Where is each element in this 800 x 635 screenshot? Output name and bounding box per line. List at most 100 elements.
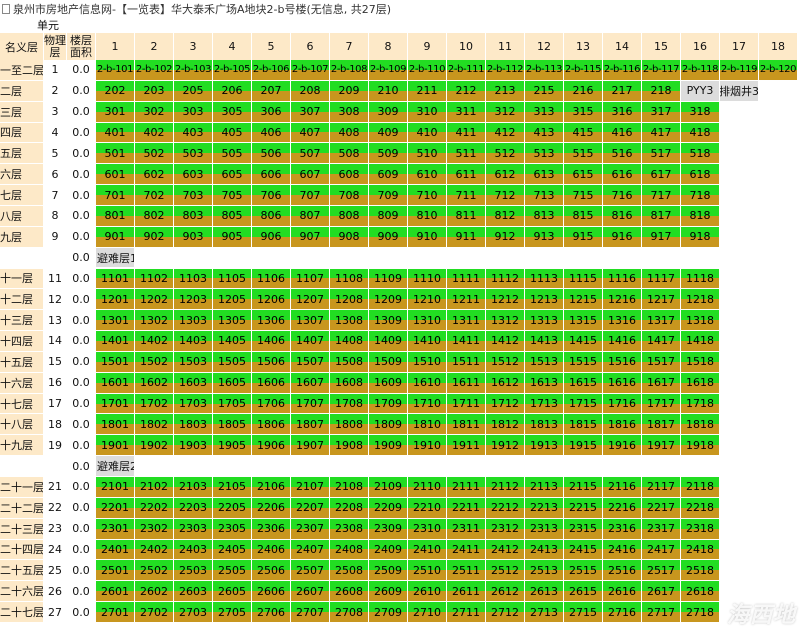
room-cell[interactable]: 1401 (96, 331, 134, 351)
room-cell[interactable]: 2208 (330, 497, 368, 518)
room-cell[interactable]: 2603 (174, 581, 212, 602)
room-cell[interactable]: 610 (408, 164, 446, 185)
room-cell[interactable]: 2716 (603, 602, 641, 622)
room-cell[interactable]: 1307 (291, 310, 329, 331)
room-cell[interactable]: 2111 (447, 477, 485, 497)
room-cell[interactable]: 2512 (486, 560, 524, 581)
room-cell[interactable]: 2115 (564, 477, 602, 497)
room-cell[interactable]: 1318 (681, 310, 719, 331)
room-cell[interactable]: 1713 (525, 393, 563, 414)
room-cell[interactable]: 406 (252, 122, 290, 143)
room-cell[interactable]: 1415 (564, 331, 602, 351)
room-cell[interactable]: 501 (96, 143, 134, 164)
room-cell[interactable]: 2503 (174, 560, 212, 581)
room-cell[interactable]: 1116 (603, 268, 641, 289)
room-cell[interactable]: 1702 (135, 393, 173, 414)
room-cell[interactable]: 1510 (408, 351, 446, 372)
room-cell[interactable]: 2105 (213, 477, 251, 497)
room-cell[interactable]: 1310 (408, 310, 446, 331)
room-cell[interactable]: 1903 (174, 435, 212, 456)
room-cell[interactable]: 202 (96, 80, 134, 101)
room-cell[interactable]: 1409 (369, 331, 407, 351)
room-cell[interactable]: 1203 (174, 289, 212, 310)
room-cell[interactable]: 2518 (681, 560, 719, 581)
room-cell[interactable]: 515 (564, 143, 602, 164)
room-cell[interactable]: 1315 (564, 310, 602, 331)
room-cell[interactable]: 1110 (408, 268, 446, 289)
room-cell[interactable]: 2102 (135, 477, 173, 497)
room-cell[interactable]: 2302 (135, 518, 173, 539)
room-cell[interactable]: 2517 (642, 560, 680, 581)
room-cell[interactable]: 506 (252, 143, 290, 164)
room-cell[interactable]: 2602 (135, 581, 173, 602)
room-cell[interactable]: 715 (564, 185, 602, 205)
room-cell[interactable]: 505 (213, 143, 251, 164)
room-cell[interactable]: 1105 (213, 268, 251, 289)
room-cell[interactable]: 317 (642, 101, 680, 122)
room-cell[interactable]: 1312 (486, 310, 524, 331)
room-cell[interactable]: 2710 (408, 602, 446, 622)
room-cell[interactable]: 2617 (642, 581, 680, 602)
room-cell[interactable]: 1610 (408, 372, 446, 393)
room-cell[interactable]: 316 (603, 101, 641, 122)
room-cell[interactable]: 2201 (96, 497, 134, 518)
room-cell[interactable]: 2207 (291, 497, 329, 518)
room-cell[interactable]: 1215 (564, 289, 602, 310)
room-cell[interactable]: 2703 (174, 602, 212, 622)
room-cell[interactable]: 2113 (525, 477, 563, 497)
room-cell[interactable]: 1507 (291, 351, 329, 372)
room-cell[interactable]: 710 (408, 185, 446, 205)
room-cell[interactable]: 2-b-102 (135, 60, 173, 80)
room-cell[interactable]: 2112 (486, 477, 524, 497)
room-cell[interactable]: 916 (603, 226, 641, 247)
room-cell[interactable]: 708 (330, 185, 368, 205)
room-cell[interactable]: 905 (213, 226, 251, 247)
room-cell[interactable]: 1916 (603, 435, 641, 456)
room-cell[interactable]: 811 (447, 205, 485, 226)
room-cell[interactable]: 1101 (96, 268, 134, 289)
room-cell[interactable]: 309 (369, 101, 407, 122)
room-cell[interactable]: 1603 (174, 372, 212, 393)
room-cell[interactable]: 803 (174, 205, 212, 226)
room-cell[interactable]: 1617 (642, 372, 680, 393)
room-cell[interactable]: 2-b-112 (486, 60, 524, 80)
room-cell[interactable]: 1211 (447, 289, 485, 310)
room-cell[interactable]: 305 (213, 101, 251, 122)
room-cell[interactable]: 2511 (447, 560, 485, 581)
room-cell[interactable]: 1213 (525, 289, 563, 310)
room-cell[interactable]: 215 (525, 80, 563, 101)
room-cell[interactable]: 2109 (369, 477, 407, 497)
room-cell[interactable]: 1311 (447, 310, 485, 331)
room-cell[interactable]: 2318 (681, 518, 719, 539)
room-cell[interactable]: 2406 (252, 539, 290, 560)
room-cell[interactable]: 2612 (486, 581, 524, 602)
room-cell[interactable]: 1805 (213, 414, 251, 435)
room-cell[interactable]: 2-b-118 (681, 60, 719, 80)
room-cell[interactable]: 1912 (486, 435, 524, 456)
room-cell[interactable]: 1411 (447, 331, 485, 351)
room-cell[interactable]: 1208 (330, 289, 368, 310)
room-cell[interactable]: 517 (642, 143, 680, 164)
room-cell[interactable]: 2713 (525, 602, 563, 622)
room-cell[interactable]: 1112 (486, 268, 524, 289)
room-cell[interactable]: 411 (447, 122, 485, 143)
room-cell[interactable]: 1115 (564, 268, 602, 289)
room-cell[interactable]: 2510 (408, 560, 446, 581)
room-cell[interactable]: 1710 (408, 393, 446, 414)
room-cell[interactable]: 303 (174, 101, 212, 122)
room-cell[interactable]: 2313 (525, 518, 563, 539)
room-cell[interactable]: 409 (369, 122, 407, 143)
room-cell[interactable]: 1418 (681, 331, 719, 351)
room-cell[interactable]: 1602 (135, 372, 173, 393)
room-cell[interactable]: 1801 (96, 414, 134, 435)
room-cell[interactable]: 2715 (564, 602, 602, 622)
room-cell[interactable]: 2212 (486, 497, 524, 518)
room-cell[interactable]: 712 (486, 185, 524, 205)
room-cell[interactable]: 2215 (564, 497, 602, 518)
room-cell[interactable]: 1403 (174, 331, 212, 351)
room-cell[interactable]: 1107 (291, 268, 329, 289)
room-cell[interactable]: 812 (486, 205, 524, 226)
room-cell[interactable]: 1703 (174, 393, 212, 414)
room-cell[interactable]: 1218 (681, 289, 719, 310)
room-cell[interactable]: 2611 (447, 581, 485, 602)
